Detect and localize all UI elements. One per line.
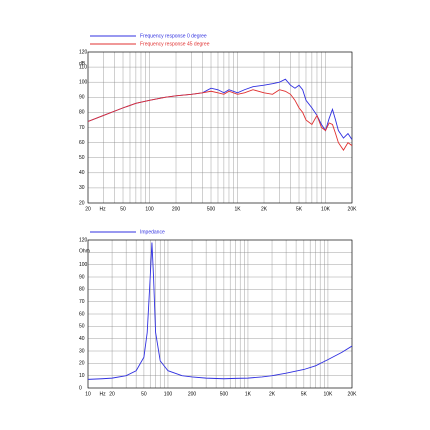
y-tick-label: 70 (79, 125, 85, 131)
y-tick-label: 20 (79, 361, 85, 367)
y-tick-label: 30 (79, 185, 85, 191)
x-tick-label: 500 (207, 206, 216, 212)
y-tick-label: 40 (79, 336, 85, 342)
y-tick-label: 100 (79, 80, 88, 86)
legend-label: Impedance (140, 229, 165, 235)
y-tick-label: 120 (79, 237, 88, 243)
y-tick-label: 60 (79, 311, 85, 317)
x-tick-label: 100 (145, 206, 154, 212)
x-tick-label: 2K (261, 206, 268, 212)
x-tick-label: 5K (296, 206, 303, 212)
x-axis-label: Hz (99, 206, 106, 212)
y-axis-label: dB (79, 61, 86, 67)
x-tick-label: 1K (234, 206, 241, 212)
x-tick-label: 50 (120, 206, 126, 212)
y-tick-label: 80 (79, 110, 85, 116)
y-tick-label: 120 (79, 49, 88, 55)
plot-frame (87, 239, 353, 389)
x-tick-label: 20 (85, 206, 91, 212)
x-tick-label: 5K (301, 391, 308, 397)
x-tick-label: 200 (188, 391, 197, 397)
y-tick-label: 60 (79, 140, 85, 146)
line-series (88, 78, 352, 140)
x-axis-label: Hz (99, 391, 106, 397)
legend-label: Frequency response 0 degree (140, 33, 207, 39)
x-tick-label: 200 (172, 206, 181, 212)
x-tick-label: 10K (323, 391, 333, 397)
y-axis-label: Ohm (79, 249, 90, 255)
y-tick-label: 110 (79, 64, 87, 70)
plot-frame (87, 51, 353, 204)
x-tick-label: 10K (321, 206, 331, 212)
x-tick-label: 20K (348, 206, 358, 212)
y-tick-label: 10 (79, 373, 85, 379)
y-tick-label: 30 (79, 348, 85, 354)
y-tick-label: 90 (79, 274, 85, 280)
x-tick-label: 1K (245, 391, 252, 397)
x-tick-label: 2K (269, 391, 276, 397)
x-tick-label: 20K (348, 391, 358, 397)
x-tick-label: 100 (164, 391, 173, 397)
y-tick-label: 40 (79, 170, 85, 176)
y-tick-label: 0 (79, 385, 82, 391)
y-tick-label: 50 (79, 324, 85, 330)
y-tick-label: 50 (79, 155, 85, 161)
y-tick-label: 80 (79, 287, 85, 293)
y-tick-label: 70 (79, 299, 85, 305)
line-series (88, 89, 352, 151)
y-tick-label: 20 (79, 200, 85, 206)
x-tick-label: 10 (85, 391, 91, 397)
x-tick-label: 50 (141, 391, 147, 397)
line-series (88, 242, 352, 380)
legend-label: Frequency response 45 degree (140, 41, 210, 47)
y-tick-label: 90 (79, 95, 85, 101)
x-tick-label: 500 (220, 391, 229, 397)
y-tick-label: 100 (79, 262, 88, 268)
x-tick-label: 20 (109, 391, 115, 397)
